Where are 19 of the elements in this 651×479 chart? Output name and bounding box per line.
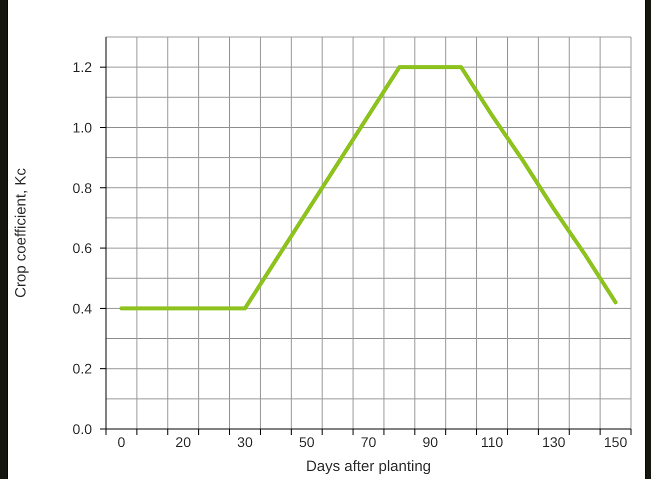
y-tick-label: 0.2: [72, 360, 92, 377]
line-series: [119, 65, 618, 310]
y-tick-label: 0.6: [72, 240, 92, 256]
x-tick-label: 30: [237, 434, 253, 450]
y-tick-label: 0.0: [72, 421, 92, 437]
x-tick-label: 50: [298, 434, 315, 450]
x-tick-label: 20: [175, 434, 192, 450]
y-tick-label: 0.4: [72, 300, 92, 316]
x-tick-label: 70: [360, 434, 376, 450]
x-tick-label: 150: [604, 434, 628, 450]
x-tick-label: 90: [422, 434, 438, 450]
y-tick-label: 1.0: [72, 119, 92, 136]
y-tick-label: 0.8: [72, 180, 92, 196]
x-tick-label: 130: [542, 434, 566, 450]
y-tick-label: 1.2: [72, 59, 92, 76]
x-tick-label: 0: [118, 434, 126, 450]
y-axis-title: Crop coefficient, Kc: [12, 168, 30, 298]
x-axis-title: Days after planting: [306, 458, 432, 475]
x-tick-label: 110: [480, 434, 504, 450]
